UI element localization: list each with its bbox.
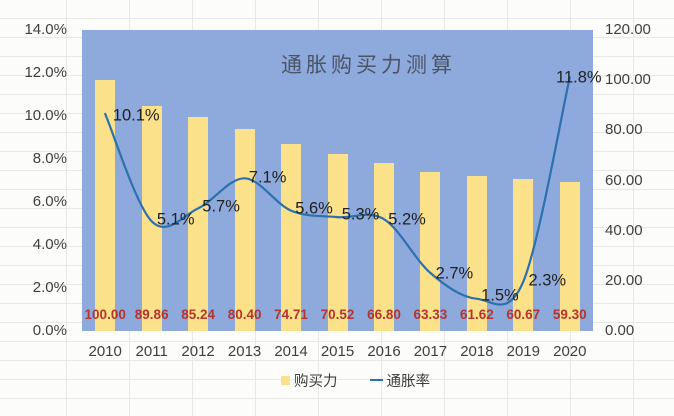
x-axis-label: 2012 <box>181 343 215 360</box>
right-axis-tick: 60.00 <box>605 171 643 189</box>
bar-2010[interactable] <box>95 80 116 331</box>
line-data-label: 1.5% <box>481 286 519 305</box>
left-axis-tick: 4.0% <box>32 236 67 253</box>
legend-line-swatch-icon <box>369 378 383 382</box>
bar-data-label: 89.86 <box>134 307 169 322</box>
inflation-line[interactable] <box>82 30 593 331</box>
bar-data-label: 70.52 <box>320 307 355 322</box>
right-axis-tick: 80.00 <box>605 121 643 139</box>
bar-data-label: 63.33 <box>413 307 448 322</box>
x-axis-label: 2011 <box>135 343 168 360</box>
right-axis-tick: 40.00 <box>605 221 643 239</box>
left-axis-tick: 14.0% <box>24 21 67 38</box>
x-axis-label: 2019 <box>506 343 540 360</box>
bar-data-label: 66.80 <box>367 307 401 322</box>
left-axis-tick: 6.0% <box>32 193 67 210</box>
bar-2016[interactable] <box>374 163 394 331</box>
right-axis-tick: 100.00 <box>605 71 651 89</box>
legend-bar-label: 购买力 <box>294 373 338 390</box>
legend-bar-swatch-icon <box>281 375 290 385</box>
x-axis-label: 2016 <box>367 343 401 360</box>
bar-2015[interactable] <box>327 154 348 331</box>
line-data-label: 5.7% <box>202 197 240 216</box>
line-data-label: 2.3% <box>528 271 567 290</box>
left-axis-tick: 12.0% <box>24 64 67 81</box>
legend-line-label: 通胀率 <box>386 373 431 390</box>
x-axis-label: 2013 <box>227 343 262 360</box>
bar-data-label: 61.62 <box>459 307 494 322</box>
line-data-label: 11.8% <box>556 68 602 87</box>
line-data-label: 5.3% <box>341 205 380 224</box>
right-axis-tick: 120.00 <box>605 21 651 38</box>
line-data-label: 5.6% <box>295 199 333 218</box>
bar-data-label: 59.30 <box>552 307 587 322</box>
bar-data-label: 74.71 <box>274 307 308 322</box>
x-axis-label: 2020 <box>553 343 587 360</box>
line-data-label: 5.2% <box>388 210 426 229</box>
line-data-label: 2.7% <box>435 264 474 283</box>
bar-2011[interactable] <box>141 105 162 331</box>
legend[interactable]: 购买力 通胀率 <box>281 372 431 390</box>
bar-data-label: 60.67 <box>506 307 541 322</box>
x-axis-label: 2018 <box>460 343 494 360</box>
bar-2018[interactable] <box>466 176 487 331</box>
x-axis-label: 2014 <box>274 343 308 360</box>
chart-plot-area[interactable]: 通胀购买力测算 100.00 89.86 85.24 80.40 74.71 70.52 6… <box>82 30 602 331</box>
bar-2014[interactable] <box>281 143 301 331</box>
x-axis-label: 2017 <box>413 343 448 360</box>
line-data-label: 10.1% <box>112 106 160 125</box>
bar-2020[interactable] <box>559 182 580 331</box>
inflation-line-path <box>104 76 571 306</box>
right-axis-tick: 20.00 <box>605 271 643 289</box>
bar-2017[interactable] <box>420 172 441 331</box>
line-data-label: 5.1% <box>156 210 195 229</box>
right-axis-tick: 0.00 <box>605 322 635 339</box>
bar-2012[interactable] <box>188 117 209 331</box>
bar-data-label: 85.24 <box>181 307 215 322</box>
line-data-label: 7.1% <box>248 168 287 187</box>
bar-data-label: 80.40 <box>227 307 262 322</box>
left-axis-tick: 10.0% <box>24 107 67 124</box>
x-axis-label: 2010 <box>88 343 122 360</box>
x-axis-label: 2015 <box>320 343 355 360</box>
left-axis-tick: 2.0% <box>32 279 67 296</box>
left-axis-tick: 8.0% <box>32 150 67 167</box>
bar-data-label: 100.00 <box>84 307 126 322</box>
chart-title: 通胀购买力测算 <box>281 54 456 77</box>
left-axis-tick: 0.0% <box>32 322 67 339</box>
